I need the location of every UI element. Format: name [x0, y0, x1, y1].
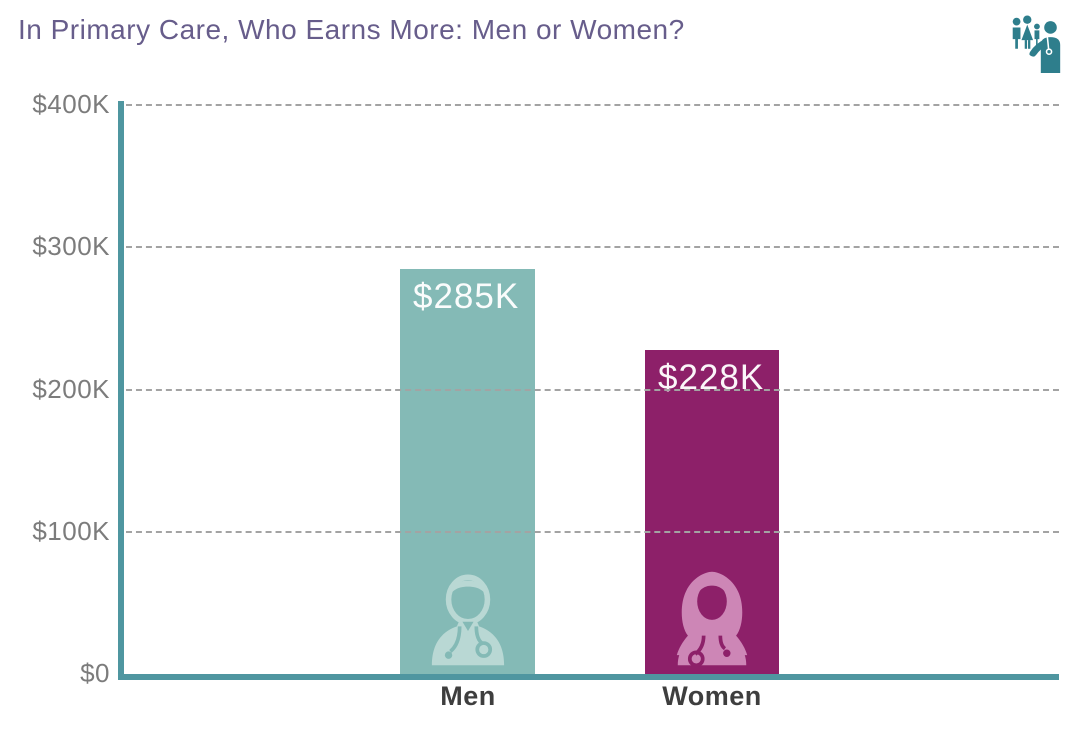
gridline-$100K: [126, 530, 1059, 533]
gridline-$400K: [126, 104, 1059, 106]
gridline-$300K: [126, 246, 1059, 249]
y-tick-label-$0: $0: [80, 658, 110, 688]
y-tick-label-$100K: $100K: [32, 515, 110, 546]
family-doctor-logo-icon: [1004, 10, 1066, 74]
x-label-women: Women: [662, 681, 762, 711]
bar-men-value-label: $285K: [413, 277, 520, 316]
y-tick-label-$300K: $300K: [32, 231, 110, 262]
chart-title: In Primary Care, Who Earns More: Men or …: [18, 14, 685, 45]
y-tick-label-$400K: $400K: [32, 89, 110, 119]
y-axis-line: [118, 101, 124, 680]
bar-men[interactable]: $285K: [400, 269, 535, 674]
male-doctor-icon: [421, 569, 515, 669]
bar-women-value-label: $228K: [658, 358, 765, 397]
y-tick-label-$200K: $200K: [32, 373, 110, 404]
female-doctor-icon: [665, 569, 759, 669]
gridline-$200K: [126, 388, 1059, 391]
bar-women[interactable]: $228K: [645, 350, 779, 674]
x-label-men: Men: [440, 681, 496, 711]
x-axis-line: [118, 674, 1059, 680]
